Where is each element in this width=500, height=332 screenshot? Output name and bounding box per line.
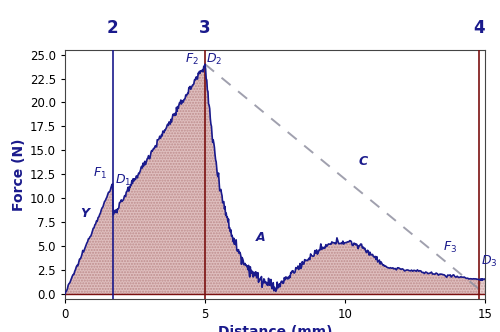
- Text: $D_3$: $D_3$: [481, 254, 498, 269]
- Text: $F_3$: $F_3$: [443, 240, 457, 255]
- Text: A: A: [256, 231, 265, 244]
- Text: C: C: [359, 155, 368, 168]
- X-axis label: Distance (mm): Distance (mm): [218, 325, 332, 332]
- Polygon shape: [65, 184, 112, 294]
- Polygon shape: [112, 64, 480, 294]
- Y-axis label: Force (N): Force (N): [12, 138, 26, 210]
- Text: $D_2$: $D_2$: [206, 52, 222, 67]
- Text: $D_1$: $D_1$: [115, 173, 131, 188]
- Polygon shape: [480, 279, 485, 294]
- Text: Y: Y: [80, 208, 90, 220]
- Text: 4: 4: [474, 19, 485, 37]
- Text: $F_2$: $F_2$: [186, 52, 199, 67]
- Text: 3: 3: [199, 19, 211, 37]
- Text: $F_1$: $F_1$: [93, 166, 107, 181]
- Text: 2: 2: [107, 19, 118, 37]
